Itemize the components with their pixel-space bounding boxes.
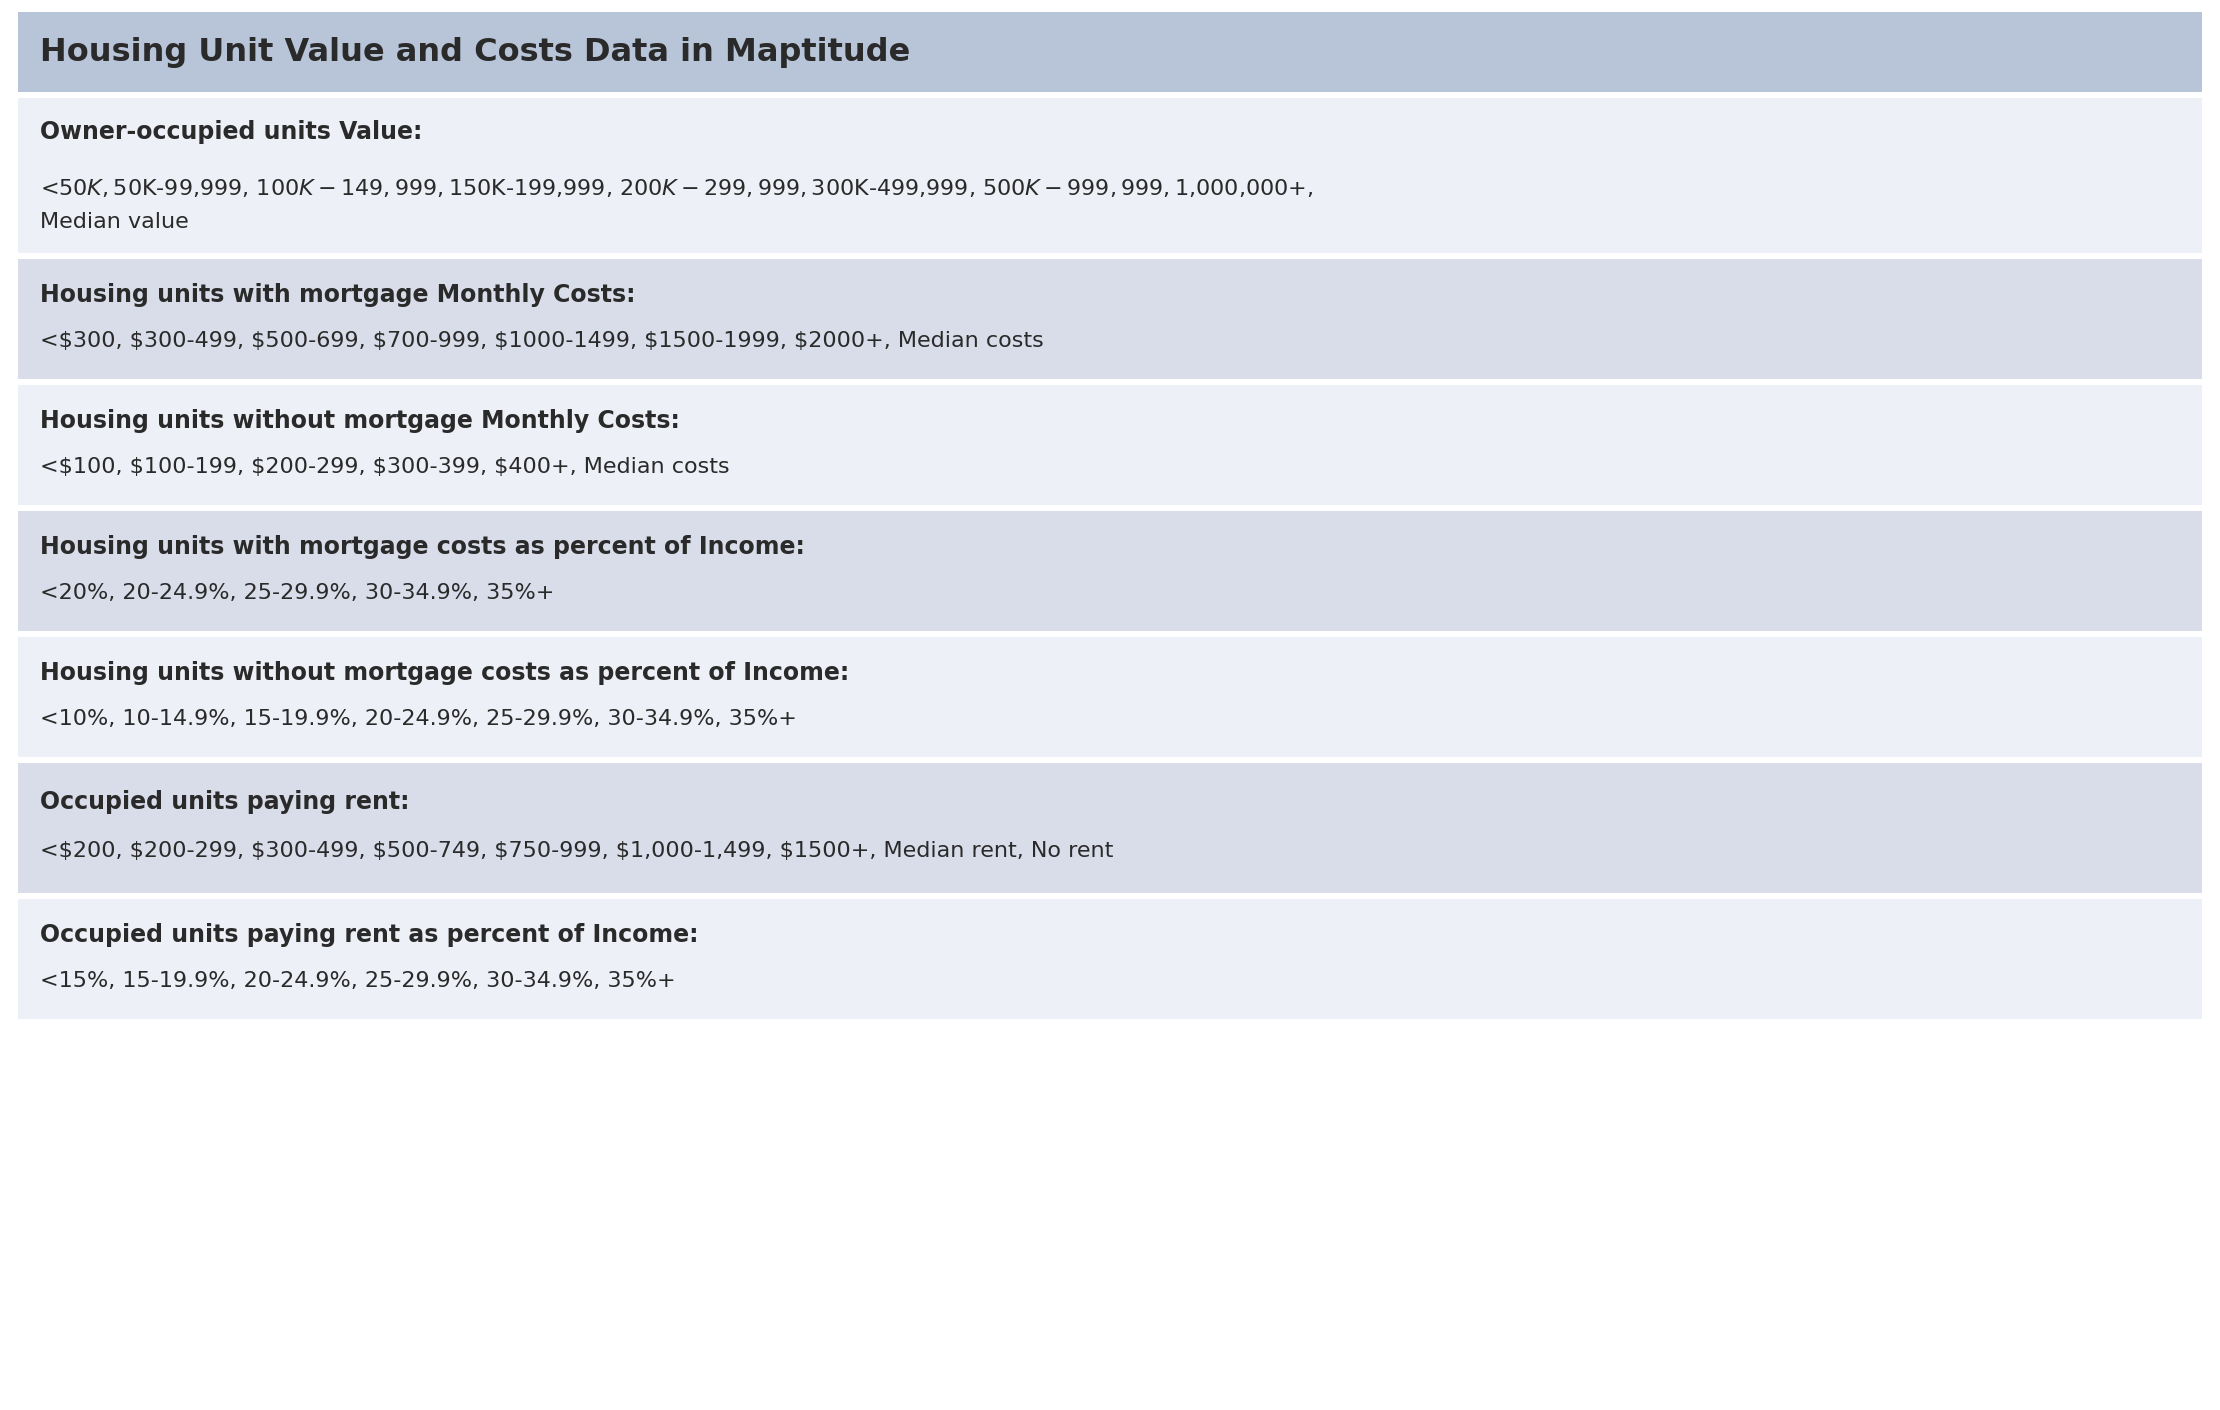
Text: <20%, 20-24.9%, 25-29.9%, 30-34.9%, 35%+: <20%, 20-24.9%, 25-29.9%, 30-34.9%, 35%+ <box>40 582 555 602</box>
Text: <$100, $100-199, $200-299, $300-399, $400+, Median costs: <$100, $100-199, $200-299, $300-399, $40… <box>40 457 730 477</box>
Text: <$200, $200-299, $300-499, $500-749, $750-999, $1,000-1,499, $1500+, Median rent: <$200, $200-299, $300-499, $500-749, $75… <box>40 842 1114 862</box>
Text: <15%, 15-19.9%, 20-24.9%, 25-29.9%, 30-34.9%, 35%+: <15%, 15-19.9%, 20-24.9%, 25-29.9%, 30-3… <box>40 970 675 991</box>
Bar <box>18 13 2202 92</box>
Text: Housing units with mortgage Monthly Costs:: Housing units with mortgage Monthly Cost… <box>40 283 635 307</box>
Bar <box>18 637 2202 757</box>
Text: <$300, $300-499, $500-699, $700-999, $1000-1499, $1500-1999, $2000+, Median cost: <$300, $300-499, $500-699, $700-999, $10… <box>40 330 1043 351</box>
Bar <box>18 259 2202 379</box>
Text: <10%, 10-14.9%, 15-19.9%, 20-24.9%, 25-29.9%, 30-34.9%, 35%+: <10%, 10-14.9%, 15-19.9%, 20-24.9%, 25-2… <box>40 709 797 729</box>
Bar <box>18 99 2202 252</box>
Bar <box>18 900 2202 1019</box>
Text: Housing units without mortgage costs as percent of Income:: Housing units without mortgage costs as … <box>40 661 850 685</box>
Text: Occupied units paying rent:: Occupied units paying rent: <box>40 790 408 814</box>
Text: Occupied units paying rent as percent of Income:: Occupied units paying rent as percent of… <box>40 924 699 948</box>
Text: Housing Unit Value and Costs Data in Maptitude: Housing Unit Value and Costs Data in Map… <box>40 37 910 68</box>
Text: Housing units with mortgage costs as percent of Income:: Housing units with mortgage costs as per… <box>40 534 806 558</box>
Text: Owner-occupied units Value:: Owner-occupied units Value: <box>40 120 422 144</box>
Bar <box>18 385 2202 505</box>
Text: Median value: Median value <box>40 212 189 233</box>
Bar <box>18 510 2202 632</box>
Text: Housing units without mortgage Monthly Costs:: Housing units without mortgage Monthly C… <box>40 409 679 433</box>
Text: <$50K, $50K-99,999, $100K-149,999, $150K-199,999, $200K-299,999, $300K-499,999, : <$50K, $50K-99,999, $100K-149,999, $150K… <box>40 176 1312 199</box>
Bar <box>18 763 2202 893</box>
